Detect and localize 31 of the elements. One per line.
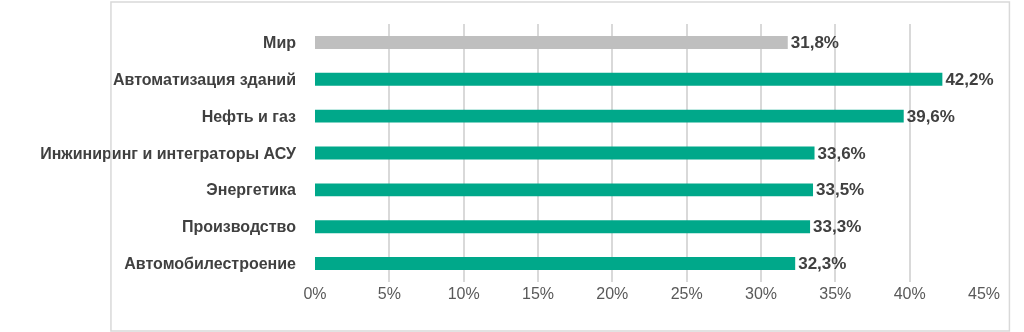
y-tick-label: Энергетика (206, 181, 297, 199)
y-tick-label: Автоматизация зданий (113, 70, 296, 88)
x-tick-label: 35% (819, 285, 852, 302)
y-tick-label: Производство (181, 218, 297, 236)
x-tick-label: 0% (303, 285, 327, 302)
bar (315, 257, 796, 271)
data-label: 42,2% (945, 69, 994, 89)
bar (315, 183, 814, 197)
y-tick-label: Инжиниринг и интеграторы АСУ (40, 144, 298, 162)
data-label: 33,5% (816, 180, 865, 200)
data-label: 31,8% (790, 32, 839, 52)
x-tick-label: 40% (893, 285, 926, 302)
bar (315, 72, 943, 86)
x-tick-label: 45% (967, 285, 1001, 302)
x-tick-label: 25% (670, 285, 703, 302)
y-tick-label: Автомобилестроение (124, 255, 297, 273)
data-label: 33,3% (813, 217, 862, 237)
data-label: 33,6% (817, 143, 866, 163)
bar (315, 220, 811, 234)
data-label: 32,3% (798, 254, 847, 274)
x-tick-label: 15% (521, 285, 555, 302)
x-tick-label: 5% (377, 285, 401, 302)
y-tick-label: Нефть и газ (201, 107, 297, 125)
bar (315, 109, 904, 123)
x-tick-label: 20% (596, 285, 629, 302)
bar (315, 35, 788, 49)
x-tick-label: 30% (744, 285, 778, 302)
bar (315, 146, 815, 160)
data-label: 39,6% (906, 106, 955, 126)
y-tick-label: Мир (263, 34, 297, 52)
x-tick-label: 10% (447, 285, 480, 302)
